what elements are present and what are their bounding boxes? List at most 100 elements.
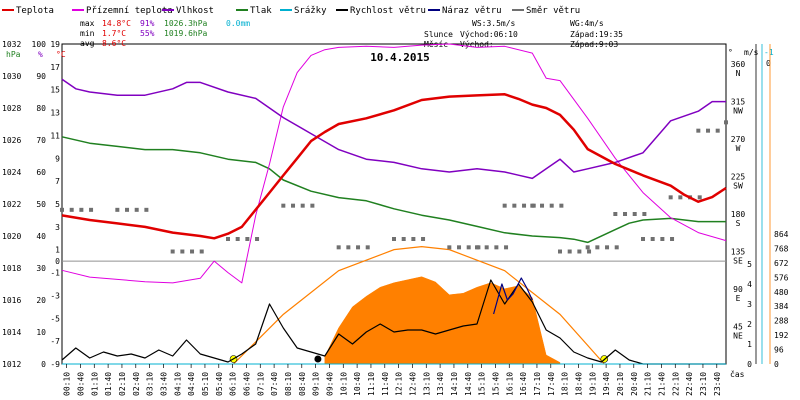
pct-tick-label: 100 [32,40,47,49]
wind-direction-dot [310,203,315,208]
wind-direction-dot [125,207,130,212]
axis-unit-mm: -1 [764,48,774,57]
legend-label: Vlhkost [176,6,214,16]
axis-unit-ms: m/s [744,48,759,57]
wind-direction-dot [585,245,590,250]
wind-direction-dot [595,245,600,250]
time-tick-label: 23:40 [713,372,722,396]
solar-tick-label: 576 [774,273,789,282]
time-tick-label: 06:10 [229,372,238,396]
wind-direction-dot [642,212,647,216]
legend-label: Teplota [16,6,54,16]
wind-direction-dot [170,249,175,254]
series-n-raz-v-tru-line [493,277,533,315]
wind-direction-dot [199,249,204,254]
wind-direction-dot [559,203,564,208]
wind-direction-dot [558,249,562,254]
legend-item-prizemni-teplota: Přízemní teplota [72,6,173,16]
wind-direction-dot [300,203,305,208]
time-tick-label: 01:10 [90,372,99,396]
wind-direction-dot [670,237,675,241]
pct-tick-label: 50 [36,200,46,209]
time-tick-label: 12:40 [408,372,417,396]
solar-tick-label: 96 [774,346,784,355]
legend-item-teplota: Teplota [2,6,54,16]
stats-avg-temp: 8.6°C [102,39,126,48]
wind-direction-dot [401,237,406,241]
stats-max-hum: 91% [140,19,155,28]
time-tick-label: 16:40 [519,372,528,396]
time-tick-label: 17:10 [533,372,542,396]
time-tick-label: 22:10 [671,372,680,396]
wind-direction-dot [715,128,720,133]
wind-direction-dot [567,249,572,254]
axis-label-time: čas [730,369,745,379]
moon-rise: Východ: [460,40,494,49]
legend-item-srazky: Srážky [280,6,327,16]
wind-direction-dot [281,203,286,208]
pct-tick-label: 10 [36,328,46,337]
dir-tick-label: 180 [731,210,746,219]
pct-tick-label: 60 [36,168,46,177]
sun-rise: Východ:06:10 [460,30,518,39]
time-tick-label: 04:10 [173,372,182,396]
degc-tick-label: 15 [50,86,60,95]
time-tick-label: 03:10 [146,372,155,396]
solar-tick-label: 480 [774,288,789,297]
time-tick-label: 15:40 [491,372,500,396]
dir-tick-label: 315 [731,98,746,107]
pct-tick-label: 80 [36,104,46,113]
stats-avg-label: avg [80,39,95,48]
wind-direction-dot [512,203,517,208]
time-tick-label: 11:10 [367,372,376,396]
dir-tick-label: NE [733,332,743,341]
wind-direction-dot [190,249,195,254]
time-tick-label: 02:40 [132,372,141,396]
time-tick-label: 04:40 [187,372,196,396]
pct-tick-label: 40 [36,232,46,241]
legend-label: Tlak [250,6,272,16]
dir-tick-label: E [736,294,741,303]
dir-tick-label: SW [733,182,743,191]
solar-tick-label: 288 [774,317,789,326]
axis-unit-pct: % [38,50,43,59]
dir-tick-label: 225 [731,173,746,182]
wind-direction-dot [180,249,185,254]
wind-direction-dot [79,207,84,212]
legend-label: Srážky [294,6,327,16]
wind-direction-dot [605,245,610,250]
wind-direction-dot [484,245,489,250]
wind-direction-dot [336,245,341,250]
solar-tick-label: 192 [774,331,789,340]
time-tick-label: 15:10 [478,372,487,396]
wind-direction-dot [255,237,260,241]
series-rychlost-v-tru-line [61,279,726,365]
time-tick-label: 19:10 [588,372,597,396]
legend-label: Náraz větru [442,6,502,16]
hpa-tick-label: 1030 [2,72,21,81]
stats-min-temp: 1.7°C [102,29,126,38]
ms-tick-label: 5 [747,260,752,269]
time-tick-label: 16:10 [505,372,514,396]
solar-tick-label: 864 [774,230,789,239]
dir-tick-label: 270 [731,135,746,144]
wind-direction-dot [587,249,592,254]
wind-direction-dot [502,203,507,208]
hpa-tick-label: 1032 [2,40,21,49]
wind-direction-dot [356,245,361,250]
series-teplota-line [61,93,727,240]
time-tick-label: 10:10 [339,372,348,396]
ms-tick-label: 0 [747,360,752,369]
wind-direction-dot [134,207,139,212]
degc-tick-label: 17 [50,63,60,72]
legend-item-vlhkost: Vlhkost [162,6,214,16]
wind-direction-dot [696,128,701,133]
axis-unit-hpa: hPa [6,50,21,59]
legend-item-tlak: Tlak [236,6,272,16]
pct-tick-label: 70 [36,136,46,145]
degc-tick-label: -5 [50,314,60,323]
degc-tick-label: 19 [50,40,60,49]
wind-direction-dot [494,245,499,250]
axis-unit-dir: ° [728,48,733,57]
